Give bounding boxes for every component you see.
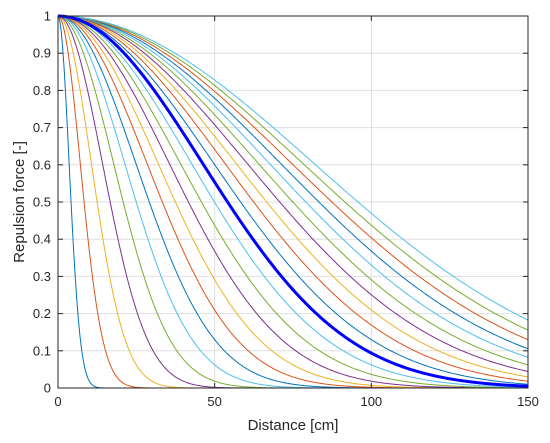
series-line (57, 15, 529, 382)
x-tick-label: 100 (360, 394, 382, 409)
x-axis-title: Distance [cm] (248, 417, 339, 434)
y-tick-label: 0.5 (33, 195, 51, 210)
series-line (57, 15, 529, 366)
y-tick-label: 0.6 (33, 157, 51, 172)
y-axis-title: Repulsion force [-] (11, 141, 28, 263)
series-line (57, 15, 529, 388)
x-tick-label: 50 (207, 394, 221, 409)
y-tick-label: 0.2 (33, 306, 51, 321)
series-line (57, 15, 529, 385)
x-tick-label: 0 (54, 394, 61, 409)
series-line (57, 15, 529, 372)
y-tick-label: 0.8 (33, 83, 51, 98)
x-tick-label: 150 (517, 394, 539, 409)
series-line (57, 15, 529, 378)
y-tick-label: 0.3 (33, 269, 51, 284)
y-tick-label: 0.9 (33, 46, 51, 61)
y-tick-label: 0.4 (33, 232, 51, 247)
axis-ticks: 0 50 100 150 0 0.1 0.2 0.3 0.4 0.5 0.6 0.7 0.8 0.9 1 (33, 9, 539, 410)
series-line (57, 15, 529, 389)
series-line (57, 15, 529, 358)
y-tick-label: 0.7 (33, 120, 51, 135)
y-tick-label: 1 (44, 9, 51, 24)
series-line (57, 15, 529, 341)
series-line (57, 15, 529, 350)
series-line (57, 15, 528, 389)
series-line (57, 15, 529, 321)
series-line-highlighted (57, 14, 529, 388)
series-line (57, 15, 529, 331)
y-tick-label: 0 (44, 381, 51, 396)
y-tick-label: 0.1 (33, 343, 51, 358)
